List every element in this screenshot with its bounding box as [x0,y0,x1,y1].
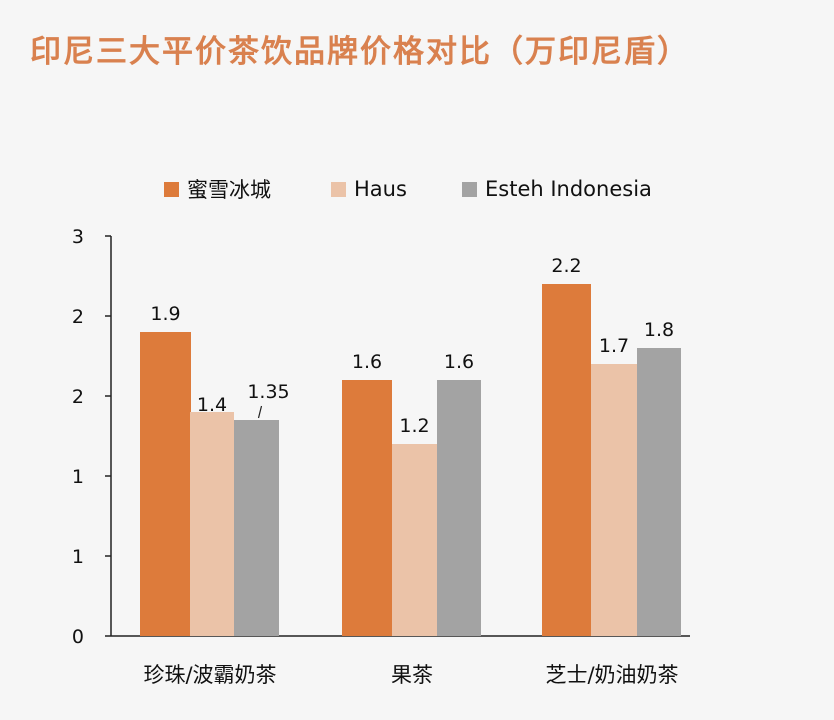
legend-swatch-mixue [164,181,179,197]
x-category-label-1: 珍珠/波霸奶茶 [143,663,276,687]
legend-label-esteh: Esteh Indonesia [485,177,652,201]
data-label-mixue-2: 1.6 [352,351,382,373]
bar-mixue-1 [140,332,191,636]
y-tick-label: 1 [72,466,84,488]
legend-label-haus: Haus [354,177,407,201]
y-tick-label: 0 [72,626,84,648]
bar-haus-3 [591,364,637,636]
data-label-haus-2: 1.2 [399,415,429,437]
legend-item-mixue: 蜜雪冰城 [164,174,271,204]
legend-item-esteh: Esteh Indonesia [462,174,652,204]
bar-esteh-1 [234,420,279,636]
bar-mixue-2 [342,380,392,636]
legend-item-haus: Haus [331,174,407,204]
data-label-mixue-3: 2.2 [551,255,581,277]
x-category-label-2: 果茶 [391,663,433,687]
y-tick-label: 2 [72,306,84,328]
legend-swatch-haus [331,181,346,197]
data-label-esteh-1: 1.35 [247,381,289,403]
bar-esteh-2 [437,380,481,636]
chart-legend: 蜜雪冰城 Haus Esteh Indonesia [0,174,834,204]
bar-mixue-3 [542,284,591,636]
y-tick-label: 3 [72,226,84,248]
y-tick-label: 1 [72,546,84,568]
legend-swatch-esteh [462,181,477,197]
data-label-esteh-3: 1.8 [644,319,674,341]
bar-esteh-3 [637,348,681,636]
x-category-label-3: 芝士/奶油奶茶 [545,663,678,687]
data-label-haus-3: 1.7 [599,335,629,357]
chart-title: 印尼三大平价茶饮品牌价格对比（万印尼盾） [30,34,690,70]
data-label-haus-1: 1.4 [197,394,227,416]
bar-haus-2 [392,444,437,636]
data-label-esteh-2: 1.6 [444,351,474,373]
data-label-mixue-1: 1.9 [150,303,180,325]
legend-label-mixue: 蜜雪冰城 [187,178,271,202]
y-tick-label: 2 [72,386,84,408]
leader-line-esteh-1 [257,405,263,419]
bar-haus-1 [190,412,234,636]
